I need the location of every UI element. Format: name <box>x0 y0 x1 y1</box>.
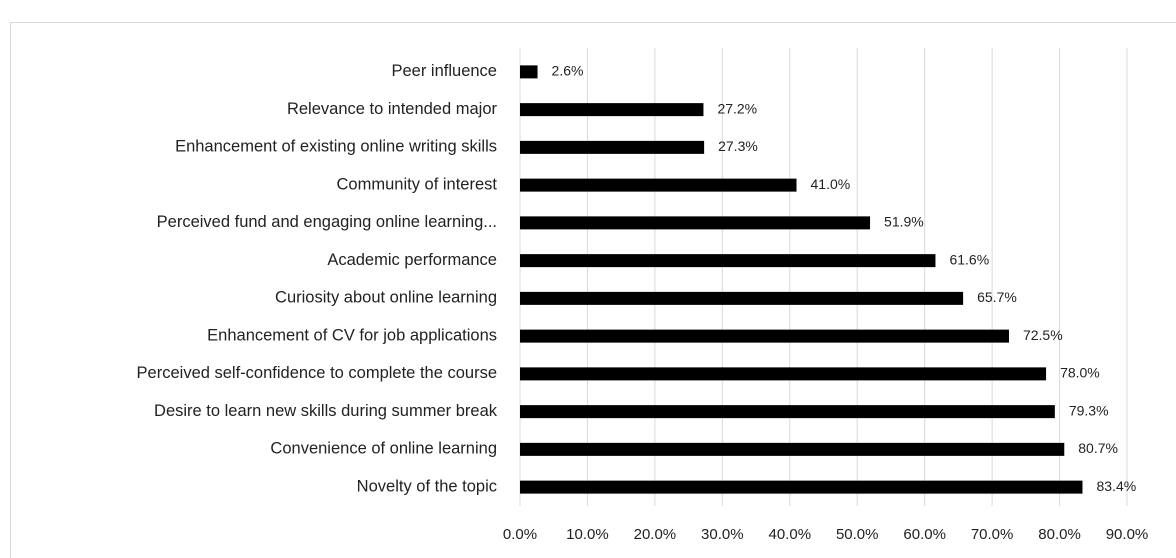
x-tick-label: 10.0% <box>566 526 609 543</box>
value-label: 72.5% <box>1023 327 1063 343</box>
bar <box>520 140 705 154</box>
category-label: Enhancement of CV for job applications <box>207 326 497 344</box>
value-label: 51.9% <box>884 214 924 230</box>
bar <box>520 103 704 117</box>
value-label: 27.3% <box>718 138 758 154</box>
bar <box>520 480 1083 494</box>
x-tick-label: 70.0% <box>971 526 1014 543</box>
category-label: Convenience of online learning <box>270 440 497 458</box>
bar <box>520 442 1065 456</box>
x-tick-label: 20.0% <box>634 526 677 543</box>
value-label: 41.0% <box>811 176 851 192</box>
value-label: 79.3% <box>1069 402 1109 418</box>
category-label: Academic performance <box>327 251 497 269</box>
category-label: Perceived self-confidence to complete th… <box>137 364 497 382</box>
category-label: Desire to learn new skills during summer… <box>154 402 498 420</box>
value-label: 80.7% <box>1078 440 1118 456</box>
value-label: 83.4% <box>1096 478 1136 494</box>
category-label: Enhancement of existing online writing s… <box>175 138 497 156</box>
value-label: 2.6% <box>552 63 584 79</box>
value-label: 65.7% <box>977 289 1017 305</box>
category-label: Relevance to intended major <box>287 100 498 118</box>
value-label: 78.0% <box>1060 365 1100 381</box>
value-label: 27.2% <box>717 100 757 116</box>
bar <box>520 405 1055 419</box>
bar <box>520 216 871 230</box>
value-label: 61.6% <box>949 251 989 267</box>
x-tick-label: 80.0% <box>1038 526 1081 543</box>
bar <box>520 367 1047 381</box>
x-tick-label: 40.0% <box>769 526 812 543</box>
bar <box>520 65 538 79</box>
x-tick-label: 50.0% <box>836 526 879 543</box>
bar <box>520 291 964 305</box>
category-label: Curiosity about online learning <box>275 289 497 307</box>
x-tick-label: 0.0% <box>503 526 537 543</box>
chart-border <box>10 22 1176 558</box>
bar <box>520 254 936 268</box>
category-label: Perceived fund and engaging online learn… <box>157 213 497 231</box>
x-tick-label: 60.0% <box>903 526 946 543</box>
category-label: Peer influence <box>392 62 498 80</box>
x-tick-label: 90.0% <box>1106 526 1149 543</box>
x-tick-label: 30.0% <box>701 526 744 543</box>
bar <box>520 329 1009 343</box>
category-label: Novelty of the topic <box>357 477 497 495</box>
category-label: Community of interest <box>337 175 498 193</box>
bar <box>520 178 797 192</box>
